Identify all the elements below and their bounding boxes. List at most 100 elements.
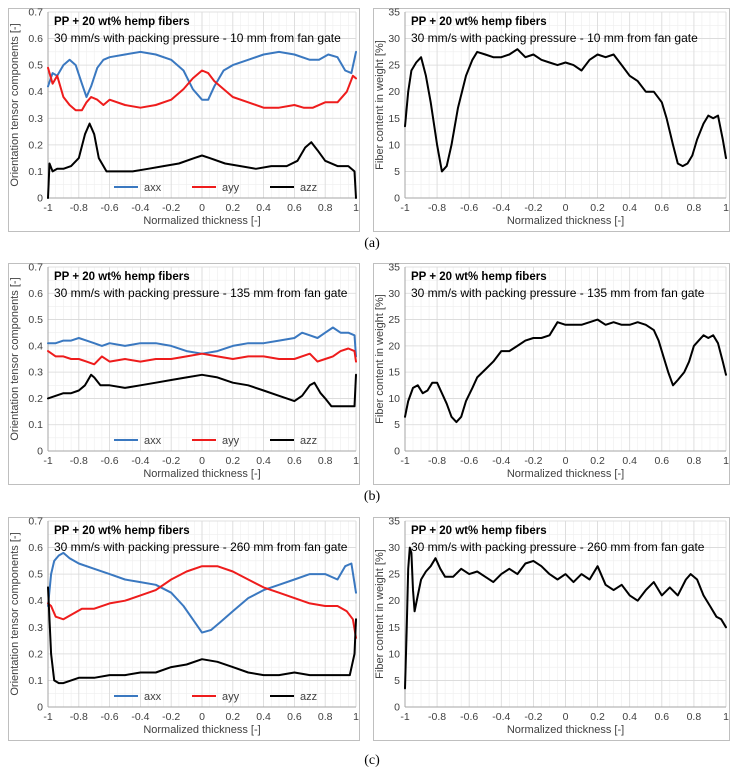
chart-c-left: -1 -0.8 -0.6 -0.4 -0.2 0 0.2 0.4 0.6 0.8 1 0 0.1 0.2 0… — [8, 516, 360, 741]
chart-3-y-tick-label: 10 — [388, 393, 400, 405]
chart-5-y-axis-label: Fiber content in weight [%] — [374, 549, 386, 679]
chart-0-x-axis-label: Normalized thickness [-] — [143, 215, 260, 227]
chart-5-x-tick-label: -1 — [400, 711, 409, 723]
chart-0-title: PP + 20 wt% hemp fibers — [54, 16, 190, 28]
chart-2-x-tick-label: -0.6 — [101, 455, 119, 467]
chart-0-y-tick-label: 0.2 — [28, 139, 43, 151]
chart-5-title: PP + 20 wt% hemp fibers — [411, 525, 547, 537]
chart-b-left: -1 -0.8 -0.6 -0.4 -0.2 0 0.2 0.4 0.6 0.8 1 0 0.1 0.2 0… — [8, 262, 360, 485]
chart-3-x-tick-label: 0.2 — [590, 455, 605, 467]
chart-1-subtitle: 30 mm/s with packing pressure - 10 mm fr… — [411, 31, 698, 45]
chart-5-x-tick-label: -0.6 — [460, 711, 478, 723]
chart-3-y-tick-label: 15 — [388, 367, 400, 379]
chart-1-x-tick-label: 0.4 — [622, 202, 637, 214]
chart-5-y-tick-label: 30 — [388, 542, 400, 554]
chart-4-x-tick-label: 0.6 — [287, 711, 302, 723]
chart-0-legend-label-axx: axx — [144, 182, 162, 194]
chart-4-legend-label-ayy: ayy — [222, 691, 240, 703]
chart-0-y-tick-label: 0.4 — [28, 86, 43, 98]
chart-2-legend-label-ayy: ayy — [222, 435, 240, 447]
chart-0-legend-label-ayy: ayy — [222, 182, 240, 194]
chart-2-y-tick-label: 0.4 — [28, 340, 43, 352]
chart-3-x-tick-label: 0.8 — [687, 455, 702, 467]
chart-4-y-tick-label: 0.5 — [28, 569, 43, 581]
chart-4-series-ayy — [47, 565, 357, 639]
chart-3-x-tick-label: -0.8 — [428, 455, 446, 467]
chart-4-x-tick-label: -0.8 — [70, 711, 88, 723]
chart-3-x-tick-label: 0.4 — [622, 455, 637, 467]
chart-1-y-tick-label: 25 — [388, 60, 400, 72]
chart-5-frame — [373, 517, 730, 741]
chart-3-y-axis-label: Fiber content in weight [%] — [374, 294, 386, 424]
chart-3-x-tick-label: -0.6 — [460, 455, 478, 467]
chart-4-legend-label-axx: axx — [144, 691, 162, 703]
chart-3-x-tick-label: 1 — [723, 455, 729, 467]
chart-3-y-tick-label: 30 — [388, 288, 400, 300]
chart-4-series-axx — [47, 551, 357, 634]
chart-1-y-tick-label: 15 — [388, 113, 400, 125]
chart-4-y-tick-label: 0.7 — [28, 516, 43, 528]
chart-2-x-tick-label: -1 — [43, 455, 52, 467]
chart-0-x-tick-label: 0.6 — [287, 202, 302, 214]
chart-4-y-tick-label: 0.2 — [28, 648, 43, 660]
chart-2-y-tick-label: 0.2 — [28, 393, 43, 405]
chart-4-x-tick-label: 0.2 — [225, 711, 240, 723]
chart-2-x-tick-label: -0.4 — [131, 455, 149, 467]
chart-2-y-tick-label: 0.3 — [28, 367, 43, 379]
chart-2-x-axis-label: Normalized thickness [-] — [143, 468, 260, 480]
chart-0-x-tick-label: -1 — [43, 202, 52, 214]
chart-2-legend-label-axx: axx — [144, 435, 162, 447]
chart-0-y-tick-label: 0.5 — [28, 60, 43, 72]
chart-4-x-tick-label: -0.2 — [162, 711, 180, 723]
chart-5-x-tick-label: 0.6 — [654, 711, 669, 723]
chart-1-series-fiber — [404, 48, 727, 173]
chart-1-x-tick-label: 0.2 — [590, 202, 605, 214]
chart-4-x-tick-label: -0.4 — [131, 711, 149, 723]
chart-0-y-axis-label: Orientation tensor components [-] — [9, 23, 21, 186]
chart-1-y-tick-label: 35 — [388, 7, 400, 19]
chart-1-y-tick-label: 5 — [394, 166, 400, 178]
chart-5-y-tick-label: 20 — [388, 595, 400, 607]
chart-2-title: PP + 20 wt% hemp fibers — [54, 271, 190, 283]
chart-0-x-tick-label: 1 — [353, 202, 359, 214]
chart-0-x-tick-label: -0.8 — [70, 202, 88, 214]
chart-2-x-tick-label: 0.8 — [318, 455, 333, 467]
chart-a-right: -1 -0.8 -0.6 -0.4 -0.2 0 0.2 0.4 0.6 0.8 105101520… — [373, 7, 730, 232]
chart-4-series-azz — [47, 586, 357, 685]
chart-2-x-tick-label: 0 — [199, 455, 205, 467]
chart-4-y-tick-label: 0 — [37, 702, 43, 714]
chart-4-x-tick-label: 0.4 — [256, 711, 271, 723]
chart-4-y-axis-label: Orientation tensor components [-] — [9, 532, 21, 695]
chart-3-y-tick-label: 25 — [388, 314, 400, 326]
chart-4-x-tick-label: 1 — [353, 711, 359, 723]
chart-5-y-tick-label: 0 — [394, 702, 400, 714]
chart-4-y-tick-label: 0.4 — [28, 595, 43, 607]
chart-5-x-tick-label: 1 — [723, 711, 729, 723]
chart-5-x-tick-label: 0.2 — [590, 711, 605, 723]
chart-2-x-tick-label: 0.4 — [256, 455, 271, 467]
chart-3-x-tick-label: -0.4 — [492, 455, 510, 467]
chart-2-y-tick-label: 0.5 — [28, 314, 43, 326]
chart-2-y-tick-label: 0 — [37, 446, 43, 458]
chart-3-title: PP + 20 wt% hemp fibers — [411, 271, 547, 283]
chart-1-y-tick-label: 10 — [388, 139, 400, 151]
chart-2-legend-label-azz: azz — [300, 435, 317, 447]
panel-label-a: (a) — [364, 236, 380, 251]
chart-1-x-tick-label: 0.6 — [654, 202, 669, 214]
chart-1-title: PP + 20 wt% hemp fibers — [411, 16, 547, 28]
chart-5-y-tick-label: 10 — [388, 648, 400, 660]
chart-3-y-tick-label: 20 — [388, 340, 400, 352]
chart-5-x-tick-label: -0.2 — [524, 711, 542, 723]
chart-3-x-tick-label: -0.2 — [524, 455, 542, 467]
chart-1-y-axis-label: Fiber content in weight [%] — [374, 40, 386, 170]
chart-0-series-azz — [47, 122, 357, 199]
chart-5-x-tick-label: 0.4 — [622, 711, 637, 723]
chart-1-x-tick-label: -1 — [400, 202, 409, 214]
chart-5-y-tick-label: 15 — [388, 622, 400, 634]
chart-2-x-tick-label: 1 — [353, 455, 359, 467]
chart-1-x-tick-label: -0.6 — [460, 202, 478, 214]
chart-0-x-tick-label: 0.4 — [256, 202, 271, 214]
chart-5-y-tick-label: 5 — [394, 675, 400, 687]
chart-5-x-tick-label: 0.8 — [687, 711, 702, 723]
